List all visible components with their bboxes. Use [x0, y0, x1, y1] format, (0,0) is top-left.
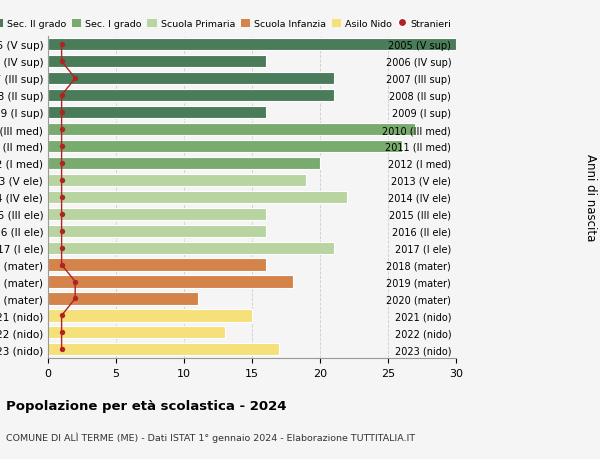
Bar	[48, 293, 197, 305]
Bar	[48, 191, 347, 203]
Bar	[48, 343, 279, 356]
Text: COMUNE DI ALÌ TERME (ME) - Dati ISTAT 1° gennaio 2024 - Elaborazione TUTTITALIA.: COMUNE DI ALÌ TERME (ME) - Dati ISTAT 1°…	[6, 431, 415, 442]
Bar	[48, 310, 252, 322]
Bar	[48, 208, 266, 220]
Point	[70, 278, 80, 285]
Point	[57, 177, 67, 184]
Bar	[48, 174, 307, 186]
Bar	[48, 259, 266, 271]
Bar	[48, 123, 415, 136]
Bar	[48, 242, 334, 254]
Point	[70, 75, 80, 83]
Point	[57, 346, 67, 353]
Legend: Sec. II grado, Sec. I grado, Scuola Primaria, Scuola Infanzia, Asilo Nido, Stran: Sec. II grado, Sec. I grado, Scuola Prim…	[0, 20, 451, 29]
Point	[57, 228, 67, 235]
Bar	[48, 56, 266, 68]
Point	[57, 160, 67, 167]
Text: Anni di nascita: Anni di nascita	[584, 154, 597, 241]
Point	[70, 295, 80, 302]
Bar	[48, 107, 266, 119]
Bar	[48, 326, 225, 339]
Point	[57, 92, 67, 100]
Bar	[48, 276, 293, 288]
Point	[57, 261, 67, 269]
Point	[57, 126, 67, 134]
Bar	[48, 157, 320, 170]
Point	[57, 329, 67, 336]
Text: Popolazione per età scolastica - 2024: Popolazione per età scolastica - 2024	[6, 399, 287, 412]
Bar	[48, 73, 334, 85]
Point	[57, 109, 67, 117]
Point	[57, 58, 67, 66]
Point	[57, 312, 67, 319]
Bar	[48, 225, 266, 237]
Point	[57, 41, 67, 49]
Point	[57, 211, 67, 218]
Point	[57, 245, 67, 252]
Point	[57, 143, 67, 150]
Bar	[48, 39, 456, 51]
Bar	[48, 140, 401, 153]
Bar	[48, 90, 334, 102]
Point	[57, 194, 67, 201]
